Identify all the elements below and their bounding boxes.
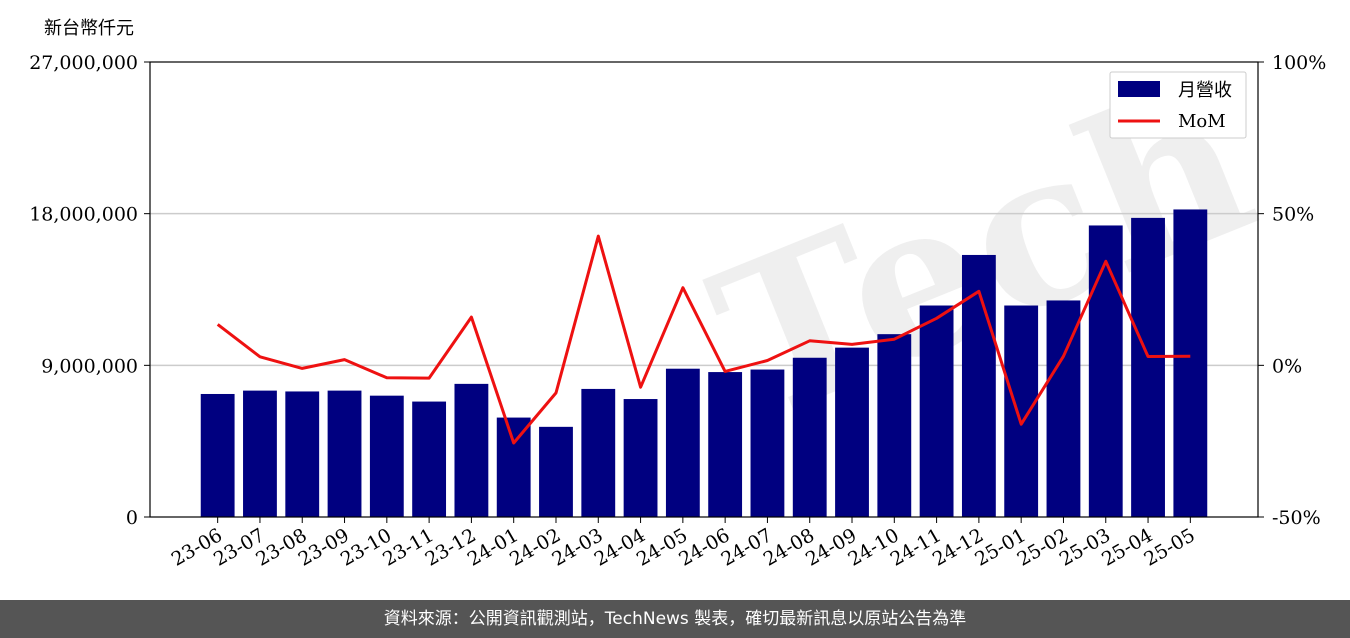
revenue-bar (327, 390, 362, 517)
bars (200, 209, 1208, 518)
revenue-bar (200, 393, 235, 517)
mom-line (216, 234, 1191, 445)
revenue-bar (496, 417, 531, 517)
legend-bar-label: 月營收 (1178, 80, 1232, 101)
chart-area: Tech 0 9,000,000 18,000,000 27,000,000 -50% 0… (29, 18, 1326, 571)
revenue-bar (1088, 225, 1123, 518)
y2-tick-label: 100% (1272, 52, 1326, 74)
y-tick-label: 27,000,000 (29, 52, 138, 74)
y-tick-label: 18,000,000 (29, 204, 138, 226)
revenue-bar (412, 401, 447, 517)
revenue-bar (750, 369, 785, 517)
revenue-bar (1173, 209, 1208, 517)
revenue-bar (581, 388, 616, 517)
mom-line-layer (216, 234, 1191, 445)
axes (144, 61, 1264, 523)
revenue-bar (369, 395, 404, 517)
revenue-bar (792, 357, 827, 517)
revenue-bar (1046, 300, 1081, 517)
legend-bar-swatch (1118, 81, 1160, 97)
revenue-bar (835, 347, 869, 517)
y-tick-label: 9,000,000 (41, 355, 138, 377)
revenue-bar (285, 391, 320, 517)
y2-tick-label: 50% (1272, 204, 1314, 226)
plot-frame (149, 61, 1259, 518)
revenue-bar (243, 390, 277, 517)
source-footer: 資料來源：公開資訊觀測站，TechNews 製表，確切最新訊息以原站公告為準 (0, 600, 1350, 638)
revenue-bar (1131, 217, 1165, 517)
y2-tick-label: 0% (1272, 355, 1302, 377)
revenue-bar (539, 426, 573, 517)
legend-line-label: MoM (1178, 111, 1226, 132)
y-axis-label: 新台幣仟元 (44, 18, 134, 39)
revenue-bar (454, 383, 489, 517)
legend: 月營收 MoM (1109, 71, 1247, 139)
revenue-bar (665, 368, 700, 517)
revenue-bar (708, 372, 743, 517)
y2-tick-label: -50% (1272, 507, 1321, 529)
y-tick-label: 0 (126, 507, 138, 529)
revenue-bar (623, 399, 658, 517)
revenue-chart: Tech 09,000,00018,000,00027,000,000-50%0… (29, 18, 1326, 571)
revenue-bar (1004, 305, 1039, 517)
revenue-bar (877, 334, 912, 517)
revenue-bar (919, 305, 954, 517)
